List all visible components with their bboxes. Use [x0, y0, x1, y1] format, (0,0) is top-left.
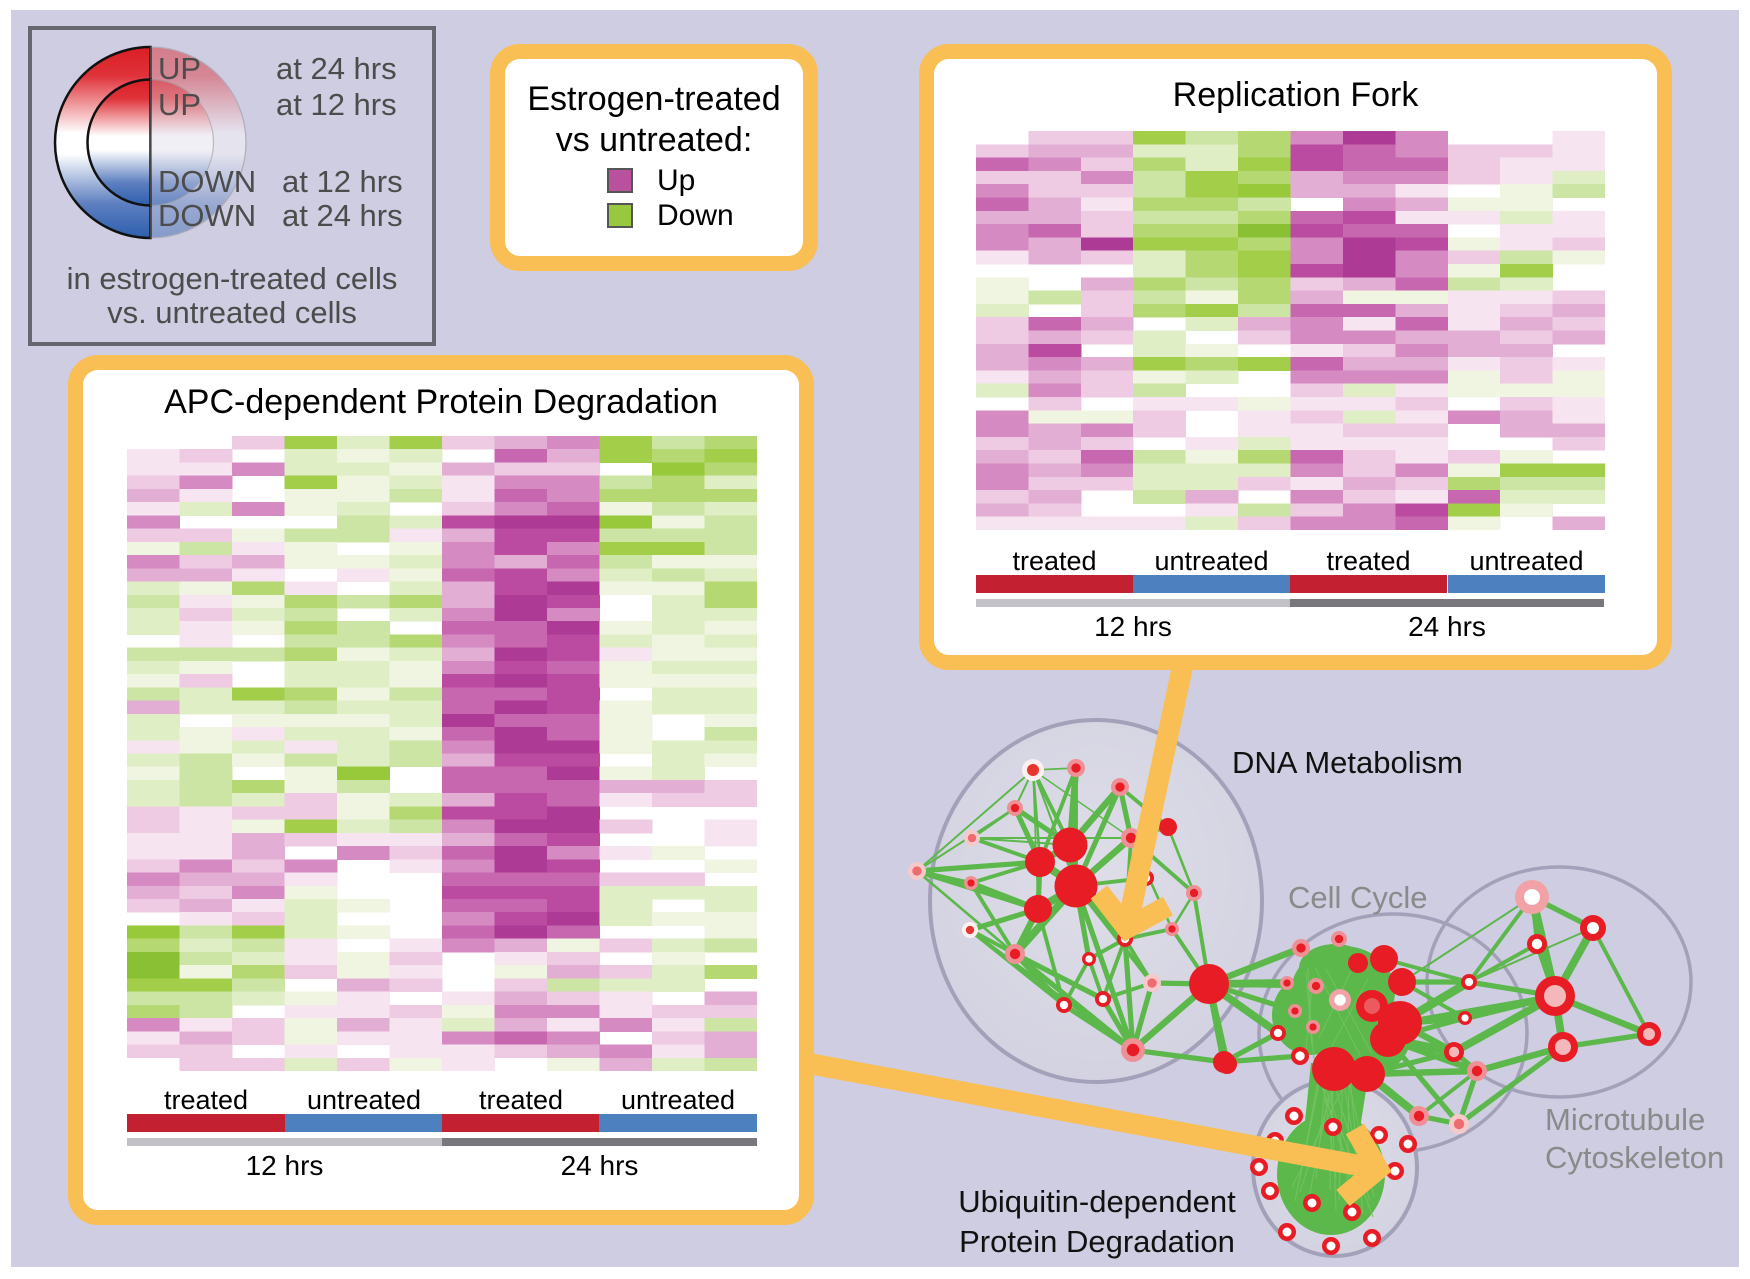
svg-text:Protein Degradation: Protein Degradation: [959, 1224, 1235, 1259]
svg-text:Cell Cycle: Cell Cycle: [1288, 880, 1428, 915]
svg-text:DNA Metabolism: DNA Metabolism: [1232, 745, 1463, 780]
svg-text:Ubiquitin-dependent: Ubiquitin-dependent: [958, 1184, 1236, 1219]
svg-text:Microtubule: Microtubule: [1545, 1102, 1705, 1137]
svg-text:Cytoskeleton: Cytoskeleton: [1545, 1140, 1724, 1175]
